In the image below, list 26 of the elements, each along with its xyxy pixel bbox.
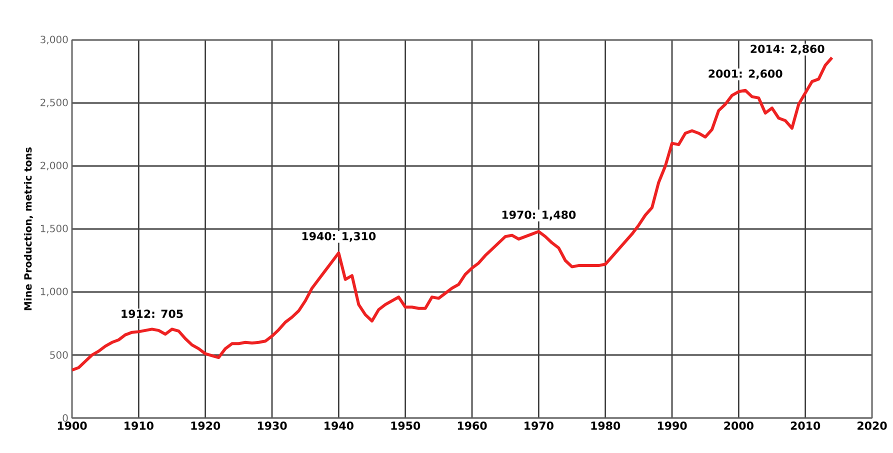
x-tick-label: 2010 <box>790 422 820 430</box>
annotation: 2014: 2,860 <box>750 44 824 54</box>
y-tick-label: 500 <box>50 351 68 359</box>
annotation: 1940: 1,310 <box>302 232 376 242</box>
annotation: 1912: 705 <box>122 310 183 318</box>
x-tick-label: 1920 <box>191 422 220 430</box>
y-tick-label: 3,000 <box>40 36 68 44</box>
x-tick-label: 1910 <box>124 422 154 430</box>
x-tick-label: 2000 <box>724 422 754 430</box>
x-tick-label: 1970 <box>524 422 554 430</box>
x-tick-label: 1940 <box>324 422 354 430</box>
x-tick-label: 1900 <box>58 422 87 430</box>
y-tick-label: 2,500 <box>40 98 68 108</box>
y-tick-label: 1,000 <box>40 288 68 296</box>
x-tick-label: 1950 <box>391 422 420 430</box>
x-tick-label: 1990 <box>658 422 687 430</box>
y-axis-title: Mine Production, metric tons <box>24 147 33 310</box>
x-tick-label: 2020 <box>858 422 887 430</box>
y-tick-label: 1,500 <box>40 224 68 234</box>
x-tick-label: 1930 <box>258 422 287 430</box>
y-tick-label: 2,000 <box>40 162 68 170</box>
x-tick-label: 1960 <box>458 422 487 430</box>
annotation: 1970: 1,480 <box>502 210 576 220</box>
annotation: 2001: 2,600 <box>708 69 782 80</box>
x-tick-label: 1980 <box>591 422 620 430</box>
y-tick-label: 0 <box>62 414 68 422</box>
